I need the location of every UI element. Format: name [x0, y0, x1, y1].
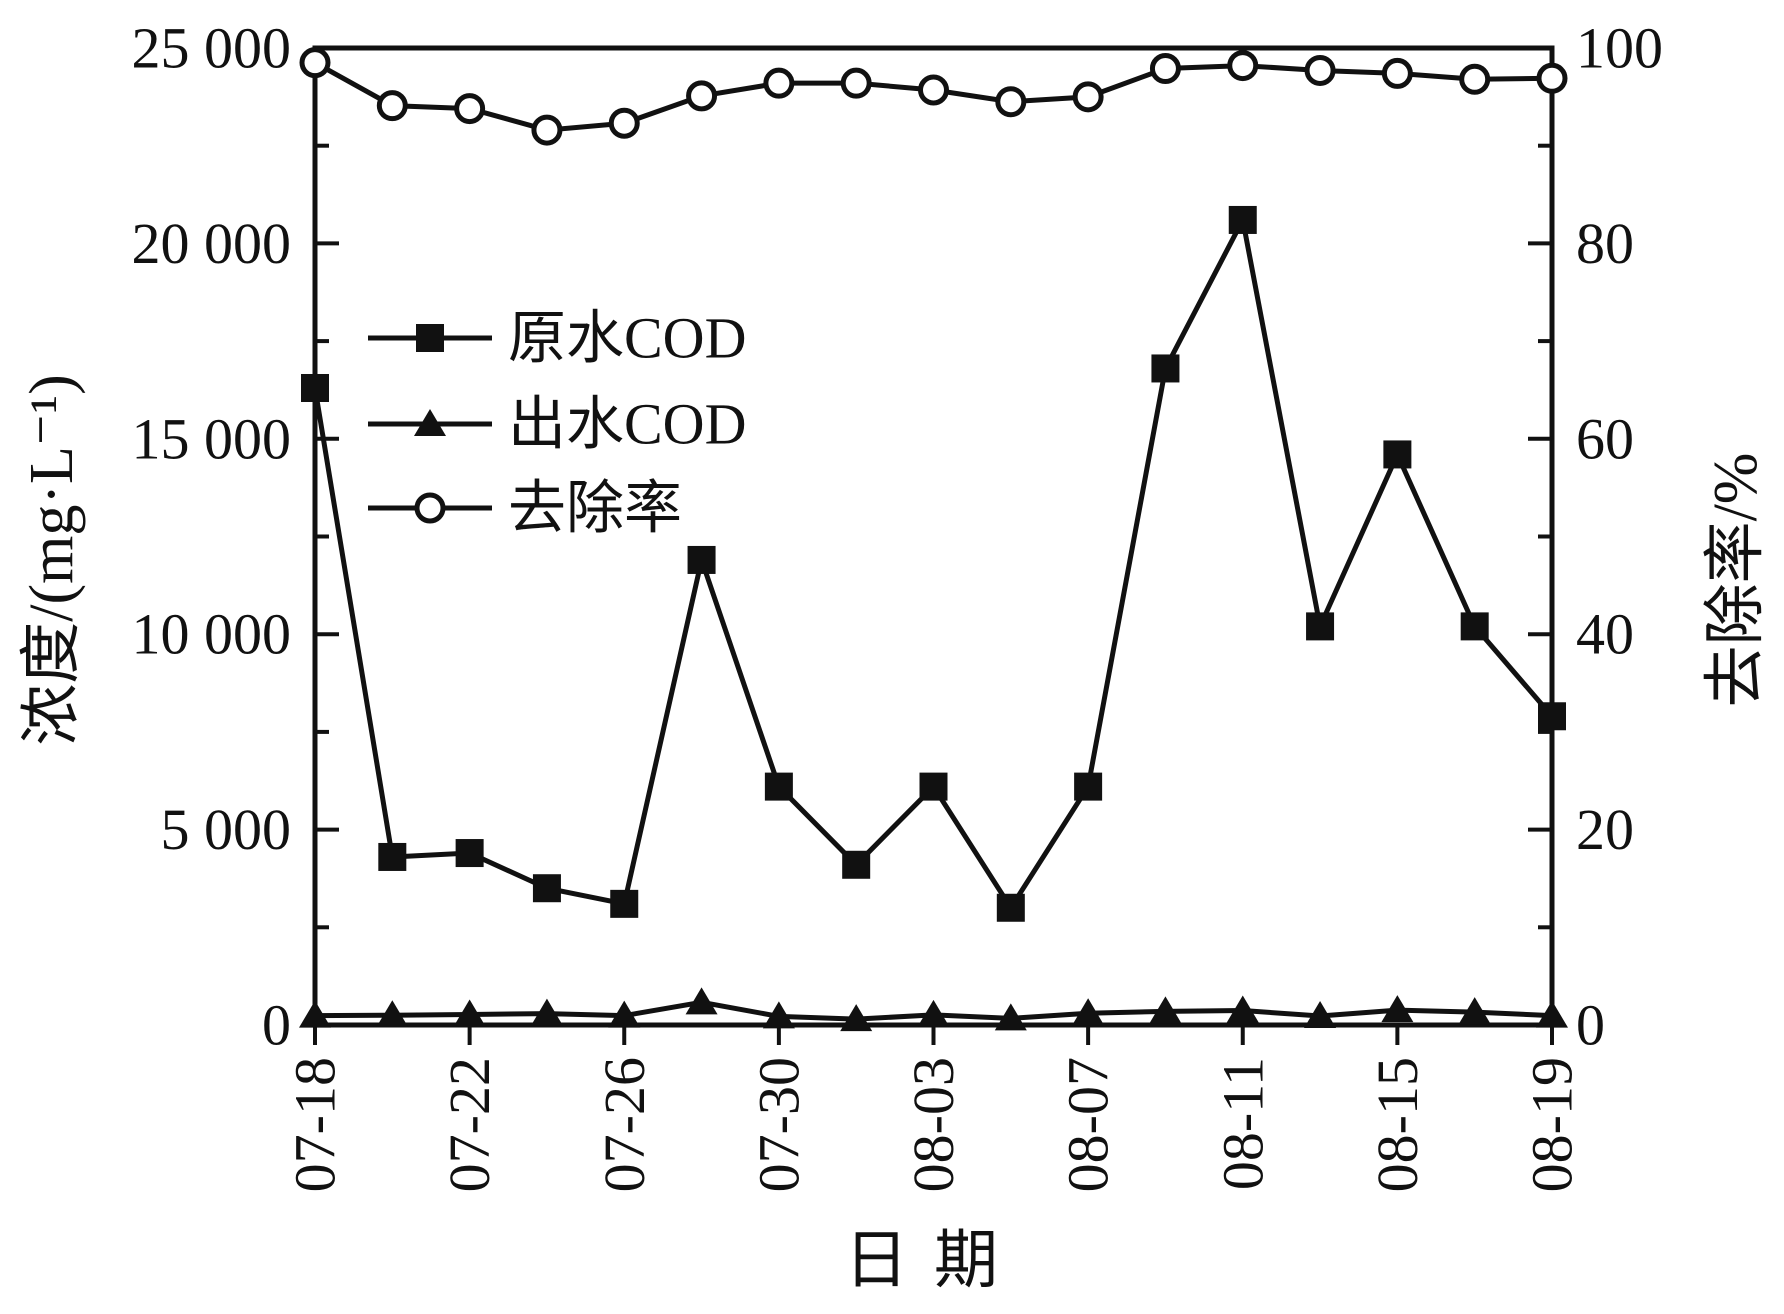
- series-0-marker: [919, 772, 948, 801]
- series-0-marker: [764, 772, 793, 801]
- legend-label: 出水COD: [508, 392, 746, 457]
- series-2-marker: [1304, 54, 1336, 86]
- x-tick-label: 08-19: [1520, 1057, 1585, 1192]
- y-right-tick-label: 0: [1576, 993, 1605, 1058]
- x-tick-label: 08-15: [1365, 1057, 1430, 1192]
- series-line-0: [312, 212, 1554, 913]
- y-axis-right-title: 去除率/%: [1702, 453, 1770, 708]
- series-1-marker: [685, 987, 718, 1015]
- series-0-marker: [1228, 205, 1257, 234]
- legend-marker-open-circle: [414, 492, 446, 524]
- series-1-marker: [530, 998, 563, 1026]
- y-left-tick-label: 10 000: [132, 602, 292, 667]
- series-1-marker: [762, 1001, 795, 1029]
- x-tick-label: 07-26: [592, 1057, 657, 1192]
- series-1-marker: [917, 999, 950, 1027]
- y-right-tick-label: 60: [1576, 406, 1634, 471]
- y-left-tick-label: 25 000: [132, 16, 292, 81]
- y-right-tick-label: 100: [1576, 16, 1663, 81]
- y-right-tick-label: 40: [1576, 602, 1634, 667]
- legend-label: 去除率: [508, 476, 682, 541]
- series-2-marker: [1381, 57, 1413, 89]
- series-2-marker: [1227, 50, 1259, 82]
- y-left-tick-label: 0: [262, 993, 291, 1058]
- y-left-tick-label: 15 000: [132, 406, 292, 471]
- plot-frame: [312, 45, 1555, 1028]
- series-0-marker: [1383, 440, 1412, 469]
- x-tick-label: 07-22: [437, 1057, 502, 1192]
- series-2-marker: [1536, 62, 1568, 94]
- series-2-marker: [299, 47, 331, 79]
- series-0-marker: [1074, 772, 1103, 801]
- series-2-marker: [1072, 81, 1104, 113]
- series-1-marker: [608, 1000, 641, 1028]
- series-0-marker: [455, 839, 484, 868]
- x-tick-label: 08-11: [1210, 1057, 1275, 1190]
- series-1-marker: [1381, 995, 1414, 1023]
- series-2-marker: [531, 114, 563, 146]
- x-axis-title: 日期: [844, 1225, 1023, 1296]
- series-1-marker: [1226, 995, 1259, 1023]
- series-0-marker: [687, 545, 716, 574]
- series-2-marker: [686, 80, 718, 112]
- series-0-marker: [1538, 702, 1566, 731]
- series-2-marker: [1149, 53, 1181, 85]
- series-1-marker: [1458, 997, 1491, 1025]
- series-2-marker: [763, 67, 795, 99]
- series-0-marker: [842, 850, 871, 879]
- series-1-marker: [299, 1000, 331, 1028]
- series-1-marker: [1536, 1000, 1568, 1028]
- legend-marker-filled-triangle: [414, 409, 446, 436]
- series-0-marker: [1306, 612, 1335, 641]
- x-tick-label: 08-03: [901, 1057, 966, 1192]
- series-0-marker: [1151, 354, 1180, 383]
- series-2-marker: [1459, 63, 1491, 95]
- series-1-marker: [1149, 996, 1182, 1024]
- legend-marker-filled-square: [416, 324, 444, 352]
- y-left-tick-label: 20 000: [132, 211, 292, 276]
- series-1-marker: [1072, 998, 1105, 1026]
- series-2-marker: [454, 93, 486, 125]
- series-0-marker: [301, 373, 329, 402]
- series-1-marker: [994, 1003, 1027, 1031]
- series-1-marker: [376, 1000, 409, 1028]
- y-right-tick-label: 80: [1576, 211, 1634, 276]
- legend-label: 原水COD: [508, 306, 746, 371]
- series-0-marker: [532, 874, 561, 903]
- y-right-tick-label: 20: [1576, 797, 1634, 862]
- x-tick-label: 08-07: [1056, 1057, 1121, 1192]
- x-tick-label: 07-18: [283, 1057, 348, 1192]
- series-2-marker: [918, 74, 949, 106]
- series-2-marker: [608, 107, 640, 139]
- series-2-marker: [995, 86, 1027, 118]
- series-0-marker: [1460, 612, 1489, 641]
- series-0-marker: [996, 893, 1025, 922]
- series-2-marker: [840, 67, 872, 99]
- series-1-marker: [1304, 1001, 1337, 1029]
- series-2-marker: [376, 90, 408, 122]
- series-0-marker: [378, 842, 407, 871]
- y-left-tick-label: 5 000: [161, 797, 292, 862]
- series-1-marker: [840, 1004, 873, 1032]
- series-0-marker: [610, 889, 639, 918]
- x-tick-label: 07-30: [746, 1057, 811, 1192]
- y-axis-left-title: 浓度/(mg·L⁻¹): [18, 374, 86, 746]
- series-1-marker: [453, 999, 486, 1027]
